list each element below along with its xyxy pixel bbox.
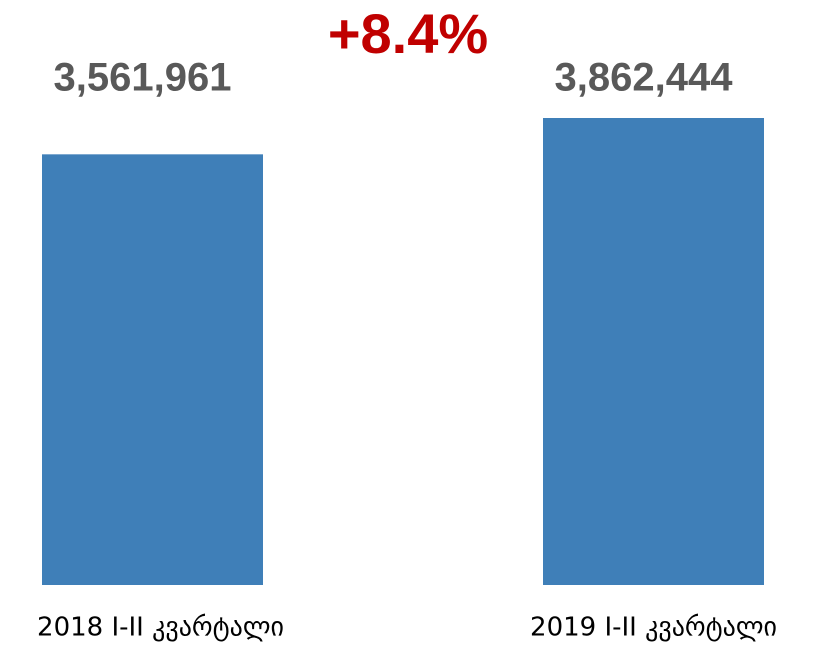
bar: [42, 154, 263, 586]
annotation: +8.4%: [328, 2, 488, 65]
x-tick-label: 2019 I-II კვარტალი: [530, 613, 777, 643]
x-tick-label: 2018 I-II კვარტალი: [37, 613, 284, 643]
value-label: 3,561,961: [54, 56, 232, 100]
bar: [543, 118, 764, 585]
value-label: 3,862,444: [555, 56, 734, 100]
